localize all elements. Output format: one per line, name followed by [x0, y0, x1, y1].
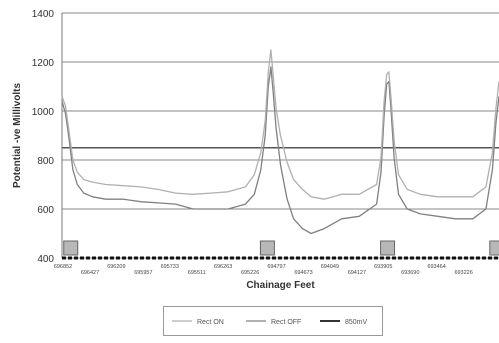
legend-label: Rect OFF: [271, 319, 301, 326]
x-tick-label: 693226: [454, 270, 472, 276]
legend: Rect ON Rect OFF 850mV: [163, 306, 383, 336]
series-line-rect-on: [61, 49, 499, 200]
station-marker: [63, 240, 79, 256]
x-tick-label: 693690: [401, 270, 419, 276]
legend-label: 850mV: [345, 319, 368, 326]
x-tick-label: 695511: [188, 270, 206, 276]
x-tick-label: 696209: [107, 264, 125, 270]
x-tick-label: 696427: [81, 270, 99, 276]
y-tick-label: 400: [37, 254, 54, 265]
series-line-rect-off: [61, 66, 499, 235]
station-marker: [259, 240, 275, 256]
x-tick-label: 695733: [161, 264, 179, 270]
y-tick-label: 800: [37, 156, 54, 167]
x-tick-label: 693464: [427, 264, 445, 270]
x-tick-label: 696263: [214, 264, 232, 270]
y-tick-label: 1400: [32, 9, 55, 20]
x-tick-label: 695957: [134, 270, 152, 276]
station-marker: [489, 240, 499, 256]
y-tick-label: 1200: [32, 58, 55, 69]
legend-svg: Rect ON Rect OFF 850mV: [172, 319, 368, 326]
y-axis-title: Potential -ve Millivolts: [12, 83, 23, 188]
x-tick-label: 693905: [374, 264, 392, 270]
x-tick-label: 694127: [348, 270, 366, 276]
x-axis-title: Chainage Feet: [246, 280, 315, 291]
y-tick-label: 600: [37, 205, 54, 216]
station-marker: [380, 240, 396, 256]
x-tick-label: 694673: [294, 270, 312, 276]
x-tick-label: 696852: [54, 264, 72, 270]
x-tick-label: 695226: [241, 270, 259, 276]
y-tick-label: 1000: [32, 107, 55, 118]
x-tick-label: 694797: [267, 264, 285, 270]
legend-label: Rect ON: [197, 319, 224, 326]
x-tick-label: 694049: [321, 264, 339, 270]
